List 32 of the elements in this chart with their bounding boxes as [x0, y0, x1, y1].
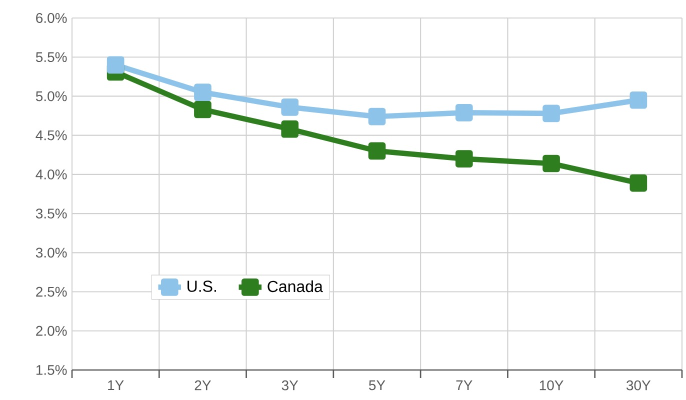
- y-tick-label: 5.5%: [36, 52, 67, 62]
- y-tick-label: 6.0%: [36, 13, 67, 23]
- y-tick-label: 2.5%: [36, 286, 67, 297]
- point: [455, 150, 473, 168]
- y-tick-label: 4.0%: [36, 169, 67, 180]
- legend-label: Canada: [268, 280, 323, 292]
- point: [194, 84, 212, 101]
- point: [368, 108, 386, 126]
- y-tick-label: 3.5%: [36, 208, 67, 219]
- point: [630, 174, 648, 192]
- point: [368, 142, 386, 160]
- x-tick-label: 2Y: [194, 380, 211, 390]
- point: [542, 154, 560, 172]
- point: [281, 120, 299, 138]
- x-tick-label: 3Y: [282, 380, 298, 390]
- y-tick-label: 1.5%: [36, 365, 67, 375]
- point: [281, 98, 299, 116]
- x-tick-label: 1Y: [108, 380, 124, 390]
- point: [194, 100, 212, 118]
- point: [106, 56, 124, 74]
- x-tick-label: 30Y: [626, 380, 651, 390]
- point: [455, 104, 473, 122]
- y-tick-label: 2.0%: [36, 326, 67, 336]
- legend-label: U.S.: [188, 280, 216, 292]
- x-tick-label: 7Y: [456, 380, 472, 390]
- x-tick-label: 5Y: [369, 380, 386, 390]
- y-tick-label: 3.0%: [36, 248, 67, 258]
- point: [630, 91, 648, 109]
- y-tick-label: 5.0%: [36, 91, 67, 102]
- x-tick-label: 10Y: [540, 380, 564, 390]
- y-tick-label: 4.5%: [36, 130, 67, 140]
- point: [542, 104, 560, 122]
